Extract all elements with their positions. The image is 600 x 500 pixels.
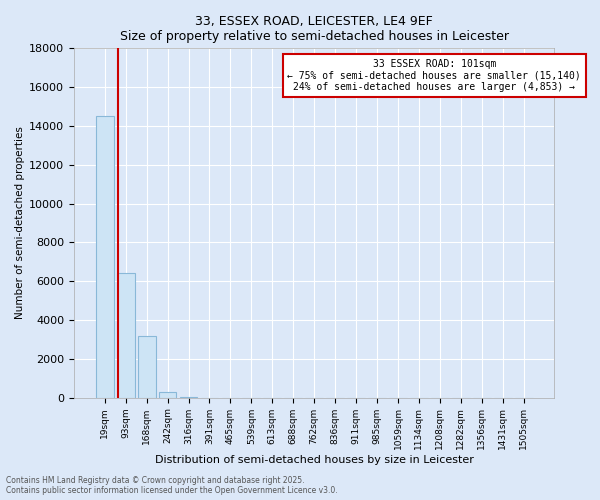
Text: Contains HM Land Registry data © Crown copyright and database right 2025.
Contai: Contains HM Land Registry data © Crown c… [6,476,338,495]
Bar [117,274,134,398]
Title: 33, ESSEX ROAD, LEICESTER, LE4 9EF
Size of property relative to semi-detached ho: 33, ESSEX ROAD, LEICESTER, LE4 9EF Size … [119,15,509,43]
Bar [158,392,176,398]
Bar [138,336,155,398]
Bar [179,396,197,398]
Text: 33 ESSEX ROAD: 101sqm
← 75% of semi-detached houses are smaller (15,140)
24% of : 33 ESSEX ROAD: 101sqm ← 75% of semi-deta… [287,59,581,92]
Y-axis label: Number of semi-detached properties: Number of semi-detached properties [15,126,25,320]
Bar [96,116,113,398]
X-axis label: Distribution of semi-detached houses by size in Leicester: Distribution of semi-detached houses by … [155,455,473,465]
